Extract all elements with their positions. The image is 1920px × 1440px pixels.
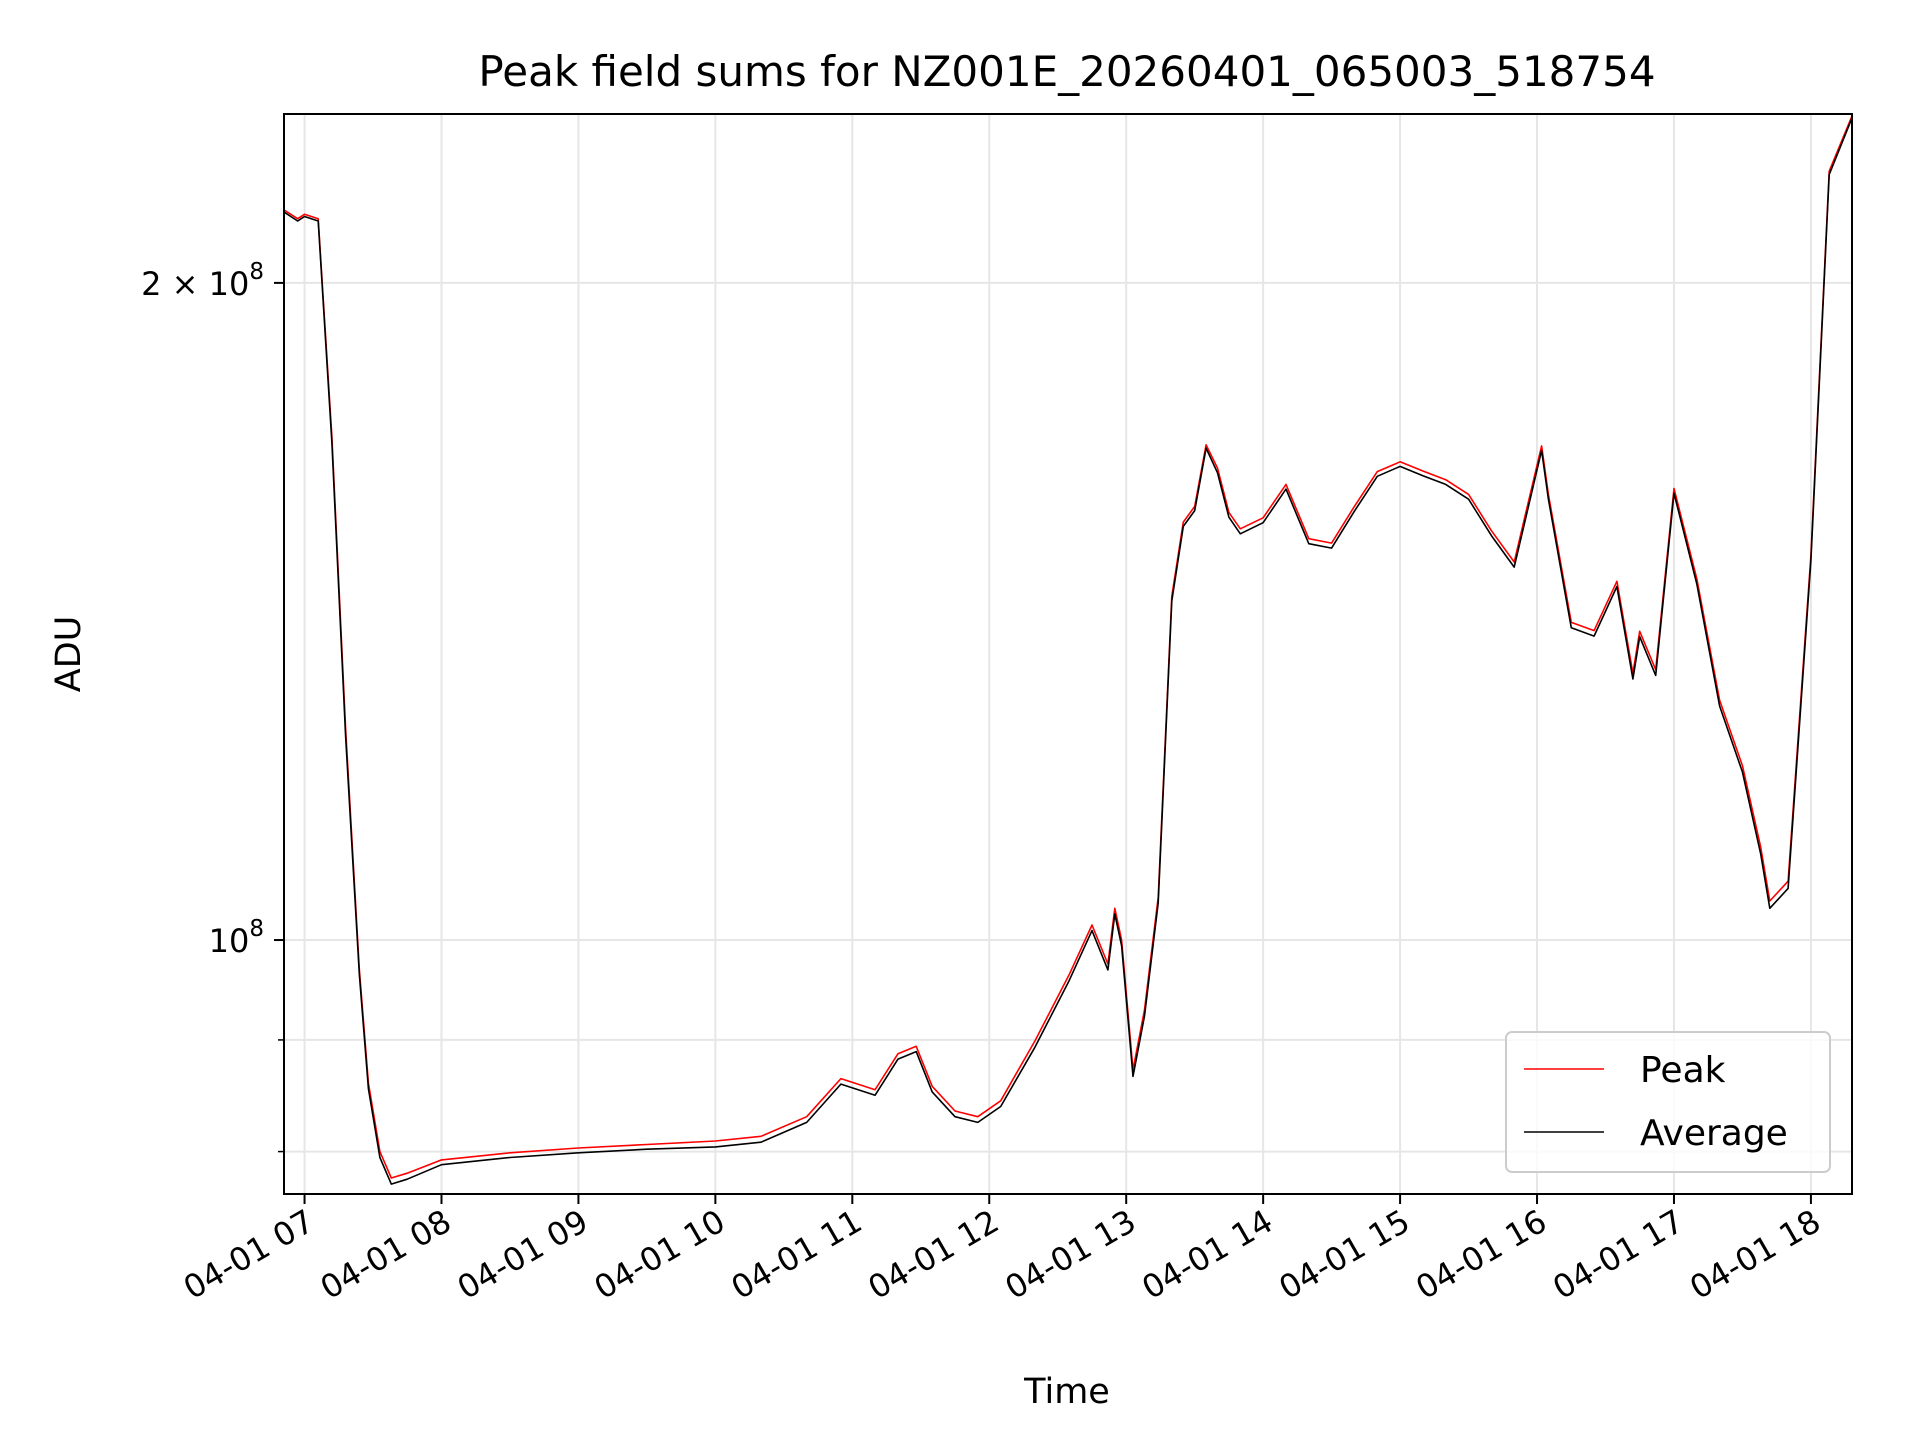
legend-label-peak: Peak [1640, 1050, 1726, 1091]
legend-box [1505, 1031, 1831, 1173]
y-axis-ticks: 108 2 × 108 [141, 259, 284, 1153]
grid [284, 114, 1852, 1194]
x-axis-label: Time [1023, 1372, 1110, 1412]
y-axis-label: ADU [49, 616, 89, 693]
series-lines [284, 115, 1852, 1185]
plot-area-frame [283, 113, 1853, 1195]
y-tick-label-0: 108 [209, 916, 264, 960]
legend: Peak Average [1505, 1031, 1831, 1173]
chart-title: Peak field sums for NZ001E_20260401_0650… [478, 47, 1655, 96]
y-tick-label-1: 2 × 108 [141, 259, 264, 303]
series-line-average [284, 117, 1852, 1185]
legend-label-average: Average [1640, 1113, 1788, 1154]
